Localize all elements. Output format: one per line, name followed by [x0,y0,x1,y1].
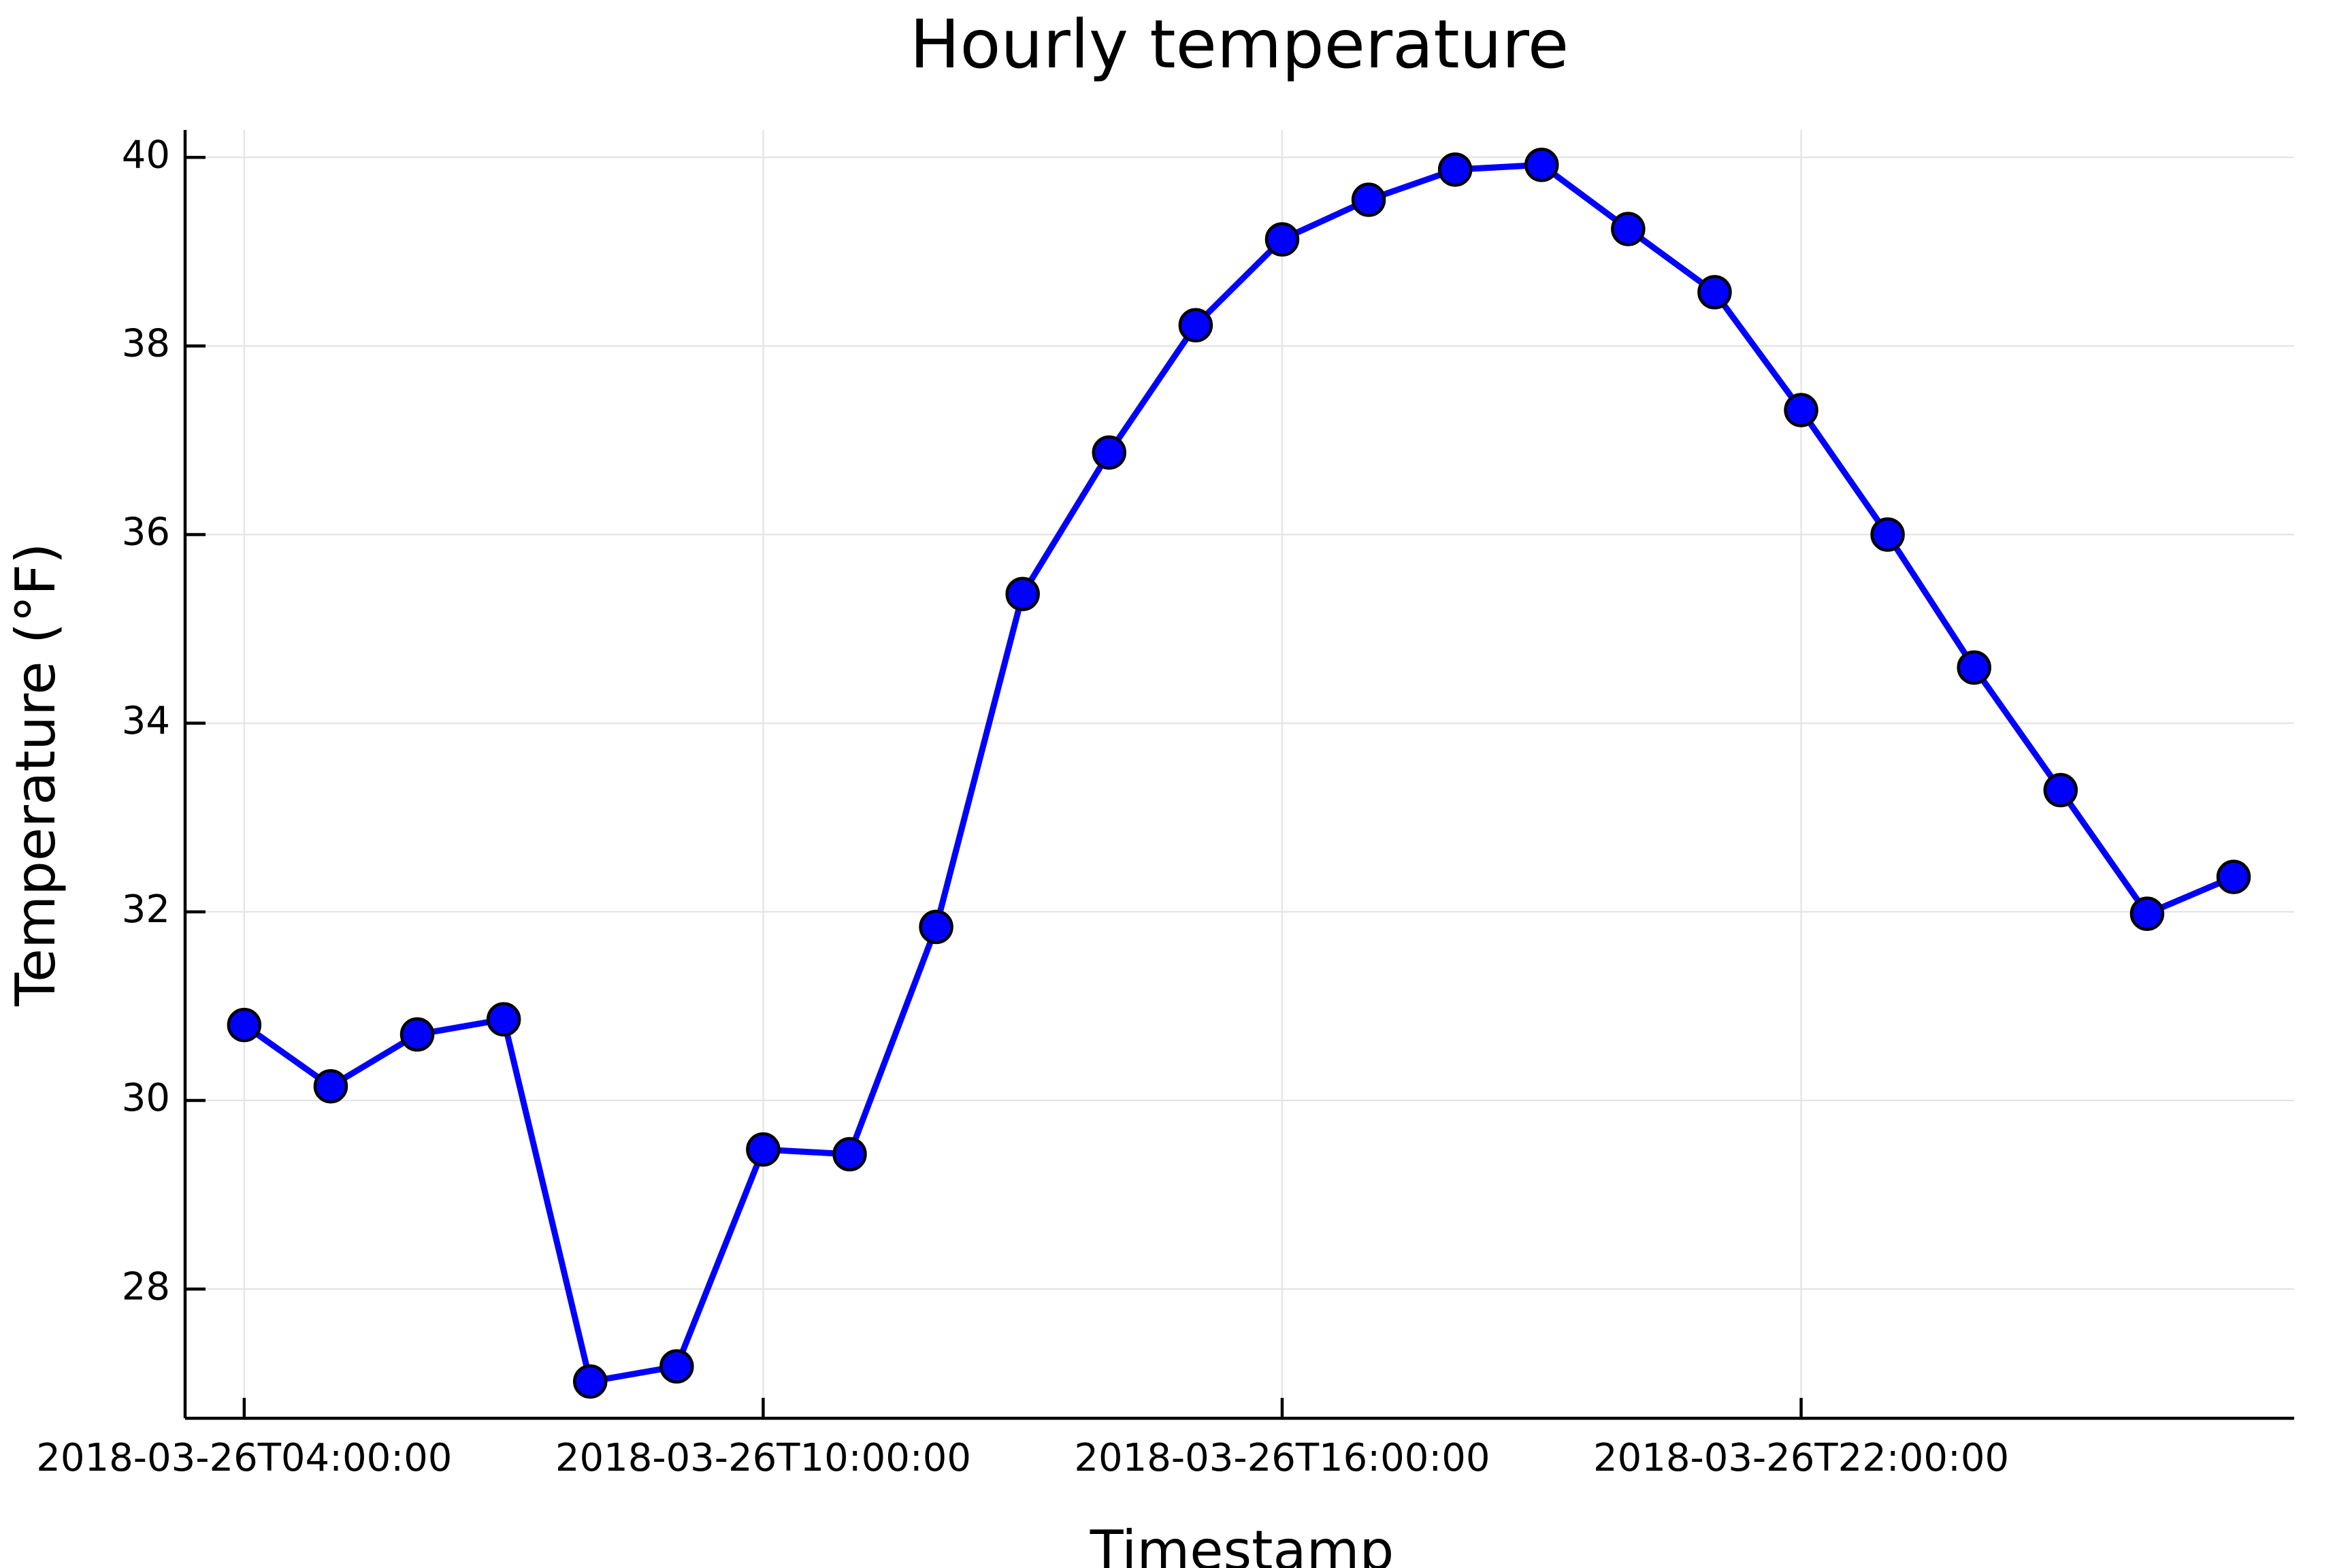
marker [1611,212,1646,246]
marker [399,1017,435,1052]
marker [1957,650,1991,685]
marker [1351,182,1386,217]
marker [1005,576,1040,612]
marker [832,1137,867,1172]
marker [1524,148,1559,182]
marker [1870,517,1905,552]
marker [2043,772,2078,808]
y-tick-label: 36 [122,510,170,555]
marker [1264,222,1300,257]
marker [486,1002,521,1037]
marker [227,1007,262,1043]
y-tick-label: 40 [122,133,170,177]
y-tick-label: 34 [122,699,170,743]
line [242,161,2235,1385]
y-tick-label: 38 [122,321,170,365]
marker [2216,860,2251,894]
marker [1697,275,1732,310]
marker [1092,435,1127,470]
y-tick-label: 28 [122,1264,170,1309]
x-tick-label: 2018-03-26T04:00:00 [36,1436,452,1480]
x-tick-label: 2018-03-26T10:00:00 [555,1436,971,1480]
y-axis-label: Temperature (°F) [4,543,67,1007]
x-tick-label: 2018-03-26T22:00:00 [1593,1436,2009,1480]
marker [746,1132,781,1167]
y-tick-label: 32 [122,887,170,932]
y-tick-label: 30 [122,1076,170,1120]
marker [1784,393,1818,427]
marker [659,1349,694,1384]
x-tick-label: 2018-03-26T16:00:00 [1074,1436,1490,1480]
marker [1178,308,1213,343]
marker [919,909,953,945]
marker [1437,152,1473,187]
marker [2129,896,2165,931]
marker [313,1068,348,1104]
x-axis-label: Timestamp [1090,1519,1394,1568]
marker [572,1364,608,1399]
chart-title: Hourly temperature [910,6,1569,84]
